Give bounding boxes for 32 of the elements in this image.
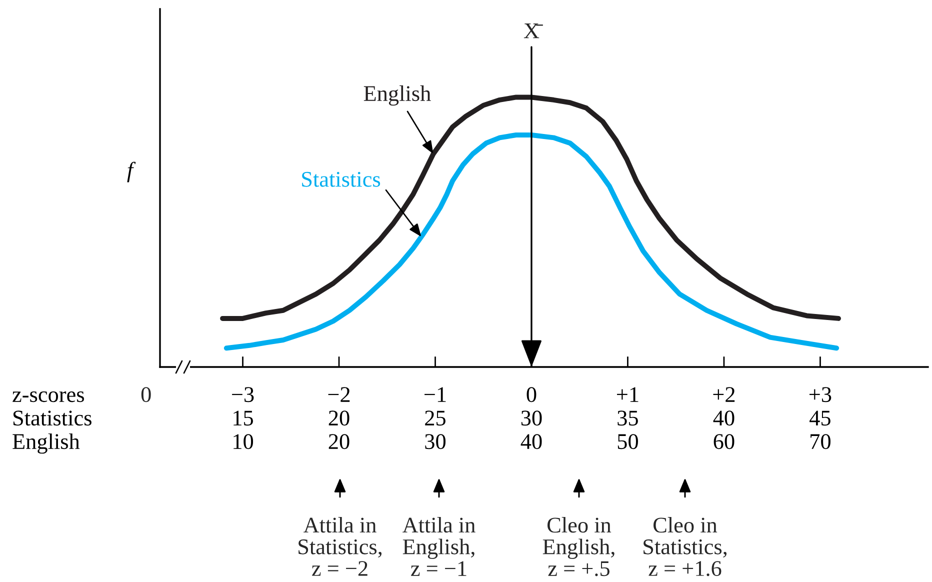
x-tick-label: +3	[809, 387, 832, 402]
x2-tick-label: 30	[521, 410, 542, 426]
text: Attila in English, z = −1	[402, 517, 476, 576]
x2-tick-label: 35	[618, 410, 638, 426]
text: 10	[234, 434, 254, 450]
text: Cleo in English, z = +.5	[542, 517, 614, 576]
text: Attila in Statistics, z = −2	[298, 517, 382, 576]
y-axis-title: f	[127, 162, 136, 182]
text: 50	[618, 434, 638, 450]
text: Cleo in Statistics, z = +1.6	[644, 517, 727, 576]
text: 30	[425, 434, 446, 450]
text: 60	[714, 434, 734, 450]
x-tick-label: −3	[232, 387, 254, 402]
x-tick-label: −1	[424, 387, 446, 402]
x2-tick-label: 20	[328, 410, 350, 426]
x-axis-title: z-scores	[12, 391, 84, 402]
text: 40	[520, 434, 542, 450]
x-tick-label: −2	[328, 387, 350, 402]
x-tick-label: +1	[617, 387, 638, 402]
x2-tick-label: 15	[234, 410, 254, 426]
ref-line-label: X̄	[524, 24, 543, 38]
text: 70	[810, 434, 830, 450]
x2-tick-label: 45	[810, 410, 830, 426]
text: English	[12, 433, 80, 454]
text: Statistics	[302, 172, 380, 187]
text: 20	[328, 434, 350, 450]
x-tick-label: 0	[526, 387, 536, 402]
x2-tick-label: 40	[713, 410, 734, 426]
series-label: English	[364, 85, 431, 106]
x2-axis-title: Statistics	[13, 410, 92, 426]
x2-tick-label: 25	[425, 410, 446, 426]
x-tick-label: +2	[713, 387, 735, 402]
